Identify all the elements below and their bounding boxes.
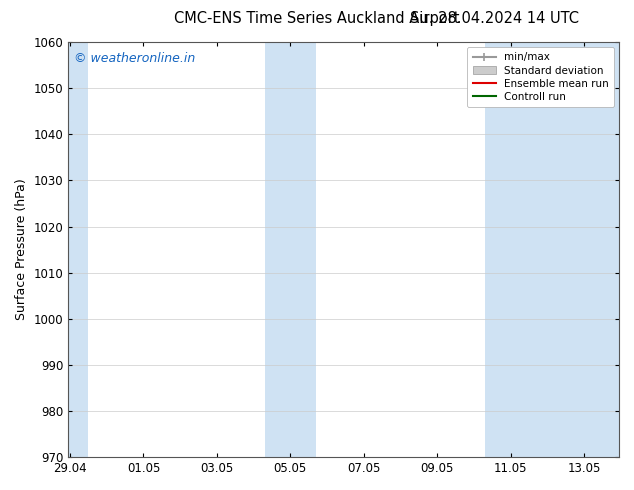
- Bar: [290, 42, 316, 457]
- Bar: [264, 42, 290, 457]
- Bar: [510, 42, 619, 457]
- Text: © weatheronline.in: © weatheronline.in: [74, 52, 195, 66]
- Bar: [485, 42, 510, 457]
- Y-axis label: Surface Pressure (hPa): Surface Pressure (hPa): [15, 179, 28, 320]
- Bar: [68, 42, 88, 457]
- Text: CMC-ENS Time Series Auckland Airport: CMC-ENS Time Series Auckland Airport: [174, 11, 460, 26]
- Text: Su. 28.04.2024 14 UTC: Su. 28.04.2024 14 UTC: [410, 11, 579, 26]
- Legend: min/max, Standard deviation, Ensemble mean run, Controll run: min/max, Standard deviation, Ensemble me…: [467, 47, 614, 107]
